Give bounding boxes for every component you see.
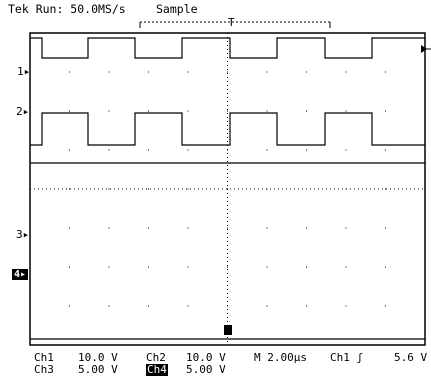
ch4-marker: 4▸ bbox=[12, 269, 29, 280]
graticule bbox=[30, 33, 425, 345]
grid-dot bbox=[345, 110, 347, 112]
grid-dot bbox=[266, 71, 268, 73]
grid-dot bbox=[306, 149, 307, 151]
acquisition-status: Tek Run: 50.0MS/s bbox=[8, 2, 126, 16]
grid-dot bbox=[345, 266, 347, 268]
ch3-label: Ch3 bbox=[34, 363, 54, 376]
trigger-marker: T bbox=[228, 16, 235, 29]
timebase-readout: M 2.00µs bbox=[254, 351, 307, 364]
grid-dot bbox=[345, 71, 347, 73]
acquisition-mode: Sample bbox=[156, 2, 198, 16]
ch2-label: Ch2 bbox=[146, 351, 166, 364]
grid-dot bbox=[266, 227, 268, 229]
grid-dot bbox=[385, 110, 386, 112]
grid-dot bbox=[108, 227, 110, 229]
trigger-point-marker bbox=[224, 325, 232, 335]
grid-dot bbox=[108, 188, 110, 190]
grid-dot bbox=[148, 71, 149, 73]
grid-dot bbox=[385, 149, 386, 151]
ch3-marker: 3▸ bbox=[16, 228, 30, 241]
grid-dot bbox=[385, 188, 386, 190]
grid-dot bbox=[108, 149, 110, 151]
ch1-marker: 1▸ bbox=[17, 65, 31, 78]
grid-dot bbox=[148, 266, 149, 268]
grid-dot bbox=[148, 305, 149, 307]
grid-dot bbox=[266, 266, 268, 268]
grid-dot bbox=[69, 149, 70, 151]
grid-dot bbox=[108, 110, 110, 112]
grid-dot bbox=[69, 266, 70, 268]
ch2-trace bbox=[30, 112, 425, 146]
grid-dot bbox=[108, 266, 110, 268]
grid-dot bbox=[385, 305, 386, 307]
grid-dot bbox=[187, 71, 189, 73]
grid-dot bbox=[108, 305, 110, 307]
grid-dot bbox=[69, 71, 70, 73]
grid-dot bbox=[385, 266, 386, 268]
grid-dot bbox=[187, 149, 189, 151]
grid-dot bbox=[266, 305, 268, 307]
grid-dot bbox=[345, 149, 347, 151]
grid-dot bbox=[69, 110, 70, 112]
grid-dot bbox=[187, 305, 189, 307]
grid-dot bbox=[306, 110, 307, 112]
grid-dot bbox=[187, 110, 189, 112]
ch4-scale: 5.00 V bbox=[186, 363, 226, 376]
grid-dot bbox=[227, 71, 228, 73]
grid-dot bbox=[108, 71, 110, 73]
grid-dot bbox=[187, 188, 189, 190]
trigger-source: Ch1 ʃ bbox=[330, 351, 364, 364]
ch2-marker: 2▸ bbox=[16, 105, 30, 118]
ch4-label: Ch4 bbox=[146, 363, 168, 376]
grid-dot bbox=[306, 71, 307, 73]
grid-dot bbox=[345, 227, 347, 229]
grid-dot bbox=[306, 305, 307, 307]
grid-dot bbox=[148, 188, 149, 190]
ch1-scale: 10.0 V bbox=[78, 351, 118, 364]
grid-dot bbox=[345, 305, 347, 307]
grid-dot bbox=[69, 227, 70, 229]
grid-dot bbox=[266, 110, 268, 112]
ch3-scale: 5.00 V bbox=[78, 363, 118, 376]
grid-dot bbox=[385, 71, 386, 73]
waveform-traces bbox=[30, 37, 425, 340]
grid-dot bbox=[227, 110, 228, 112]
grid-dot bbox=[306, 266, 307, 268]
grid-dot bbox=[148, 149, 149, 151]
grid-dot bbox=[187, 266, 189, 268]
grid-dot bbox=[385, 227, 386, 229]
ch2-scale: 10.0 V bbox=[186, 351, 226, 364]
grid-dot bbox=[69, 188, 70, 190]
grid-dot bbox=[227, 266, 228, 268]
grid-dot bbox=[266, 149, 268, 151]
ch1-trace bbox=[30, 37, 425, 59]
grid-dot bbox=[148, 110, 149, 112]
grid-dot bbox=[69, 305, 70, 307]
grid-dot bbox=[306, 227, 307, 229]
trigger-level: 5.6 V bbox=[394, 351, 428, 364]
ch1-label: Ch1 bbox=[34, 351, 54, 364]
grid-dot bbox=[187, 227, 189, 229]
grid-dot bbox=[227, 227, 228, 229]
grid-dot bbox=[148, 227, 149, 229]
